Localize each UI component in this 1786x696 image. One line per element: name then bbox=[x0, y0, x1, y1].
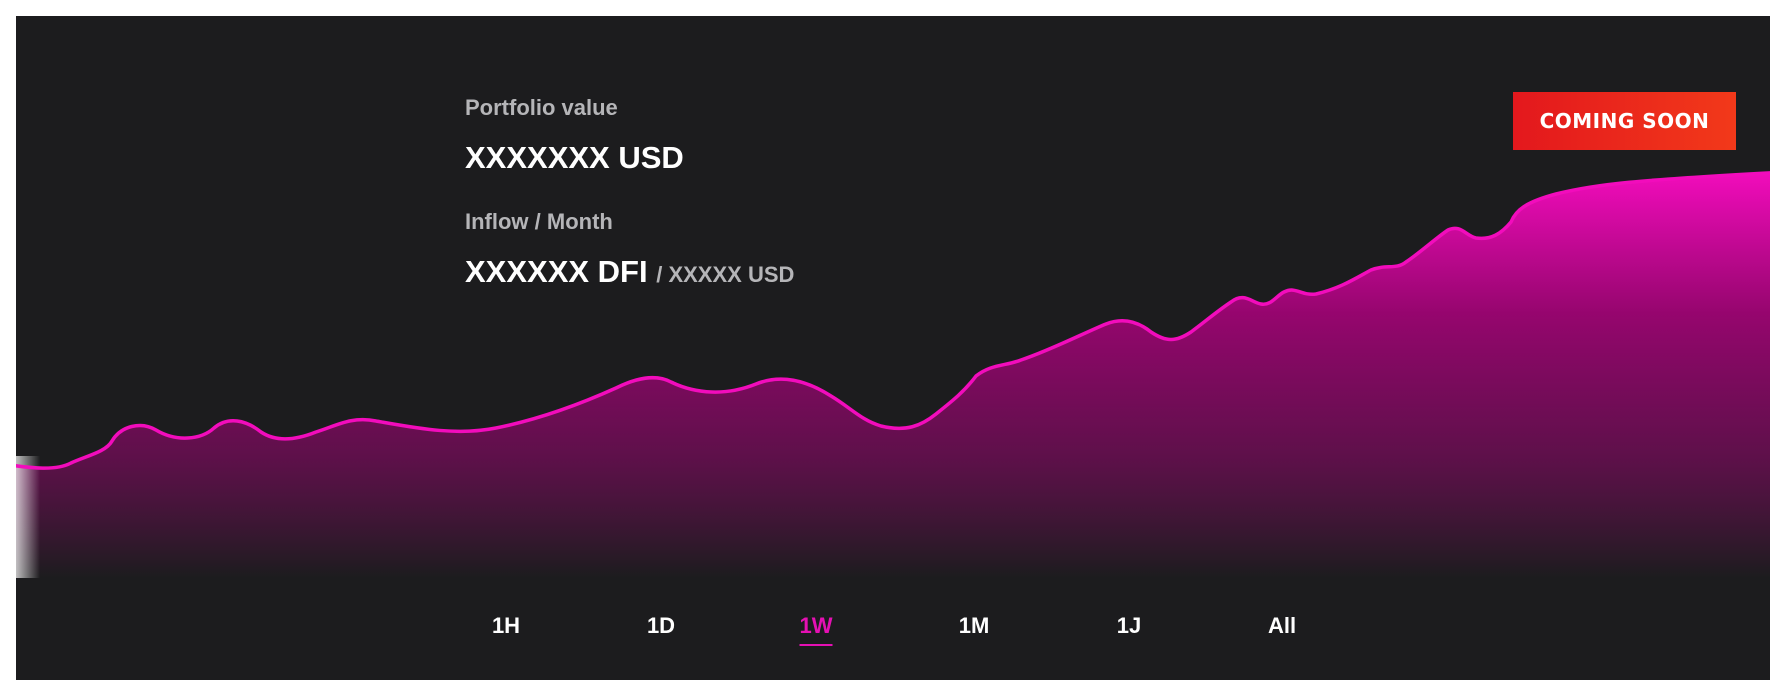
portfolio-chart-panel: Portfolio value XXXXXXX USD Inflow / Mon… bbox=[16, 16, 1770, 680]
portfolio-summary: Portfolio value XXXXXXX USD Inflow / Mon… bbox=[465, 94, 794, 295]
range-all-button[interactable]: All bbox=[1267, 613, 1297, 638]
time-range-selector: 1H 1D 1W 1M 1J All bbox=[16, 612, 1770, 652]
portfolio-value: XXXXXXX USD bbox=[465, 140, 684, 175]
range-1w-button[interactable]: 1W bbox=[799, 612, 833, 646]
inflow-dfi-value: XXXXXX DFI bbox=[465, 254, 648, 289]
range-1j-button[interactable]: 1J bbox=[1116, 613, 1142, 638]
portfolio-area-chart bbox=[16, 171, 1770, 578]
chart-left-glow bbox=[16, 456, 40, 578]
inflow-label: Inflow / Month bbox=[465, 209, 613, 234]
range-1h-button[interactable]: 1H bbox=[491, 613, 521, 638]
inflow-value-row: XXXXXX DFI / XXXXX USD bbox=[465, 252, 794, 295]
portfolio-value-label: Portfolio value bbox=[465, 95, 618, 120]
chart-area-fill bbox=[16, 172, 1770, 578]
chart-line bbox=[16, 171, 1770, 470]
range-1d-button[interactable]: 1D bbox=[646, 613, 676, 638]
range-1m-button[interactable]: 1M bbox=[958, 613, 990, 638]
coming-soon-badge: COMING SOON bbox=[1513, 92, 1736, 150]
inflow-usd-value: / XXXXX USD bbox=[656, 262, 795, 287]
